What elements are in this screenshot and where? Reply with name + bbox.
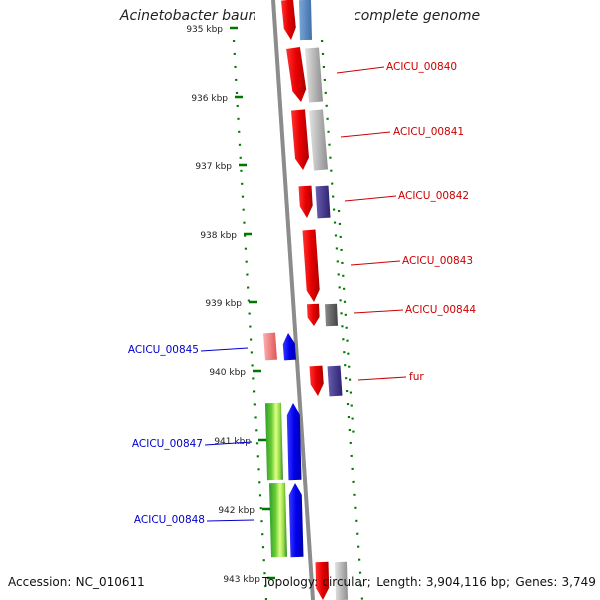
accession-value: NC_010611 [75, 575, 145, 589]
gene-label-acicu-00840: ACICU_00840 [386, 61, 457, 73]
accession-line: Accession: NC_010611 [8, 575, 145, 589]
label-leader-acicu-00843 [350, 260, 401, 266]
cds-forward [302, 229, 320, 302]
mobile-element [269, 482, 287, 558]
tick-label: 940 kbp [209, 368, 246, 378]
label-leader-acicu-00840 [336, 66, 385, 74]
gene-label-acicu-00842: ACICU_00842 [398, 190, 469, 202]
cds-reverse [282, 333, 296, 361]
tick-label: 937 kbp [195, 162, 232, 172]
gene-label-acicu-00843: ACICU_00843 [402, 255, 473, 267]
misc-feature [327, 365, 343, 397]
cds-forward [281, 0, 296, 40]
gene-label-acicu-00845: ACICU_00845 [128, 344, 199, 356]
length-value: 3,904,116 bp; [425, 575, 510, 589]
tick-label: 941 kbp [214, 437, 251, 447]
topology-label: Topology: [262, 575, 319, 589]
genome-backbone [271, 0, 315, 600]
label-leader-acicu-00841 [340, 131, 391, 138]
label-leader-acicu-00848 [206, 519, 255, 522]
cds-forward [307, 303, 320, 326]
gene-feature [305, 47, 323, 103]
tick-label: 939 kbp [205, 299, 242, 309]
gene-label-fur: fur [409, 371, 424, 383]
gene-label-acicu-00844: ACICU_00844 [405, 304, 476, 316]
label-leader-lines [200, 66, 407, 522]
cds-reverse [288, 483, 304, 558]
topology-line: Topology: circular; Length: 3,904,116 bp; Ge… [262, 575, 596, 589]
topology-value: circular; [322, 575, 371, 589]
tick-label: 938 kbp [200, 231, 237, 241]
gene-label-acicu-00841: ACICU_00841 [393, 126, 464, 138]
gene-features [263, 0, 348, 600]
label-leader-acicu-00844 [353, 309, 404, 314]
tick-label: 935 kbp [186, 25, 223, 35]
cds-reverse-pseudo [263, 332, 277, 361]
label-leader-acicu-00847 [204, 441, 253, 446]
cds-forward [309, 365, 324, 396]
cds-forward [298, 185, 313, 218]
tick-label: 936 kbp [191, 94, 228, 104]
gene-label-acicu-00848: ACICU_00848 [134, 514, 205, 526]
label-leader-fur [357, 376, 407, 381]
tick-label: 942 kbp [218, 506, 255, 516]
cds-forward [291, 109, 309, 170]
label-leader-acicu-00842 [344, 195, 397, 202]
accession-label: Accession: [8, 575, 72, 589]
gene-feature [309, 109, 328, 171]
gene-label-acicu-00847: ACICU_00847 [132, 438, 203, 450]
misc-feature [315, 185, 331, 219]
repeat-region [325, 303, 338, 327]
gene-feature [335, 561, 348, 600]
rna-feature [299, 0, 312, 41]
tick-label: 943 kbp [223, 575, 260, 585]
mobile-element [265, 402, 283, 481]
gene-labels: ACICU_00840 ACICU_00841 ACICU_00842 ACICU_0… [128, 61, 477, 526]
genes-label: Genes: [515, 575, 558, 589]
genes-value: 3,749 [561, 575, 596, 589]
length-label: Length: [376, 575, 422, 589]
label-leader-acicu-00845 [200, 347, 249, 352]
cds-forward [315, 561, 330, 600]
tick-marks: 935 kbp 936 kbp 937 kbp 938 kbp 939 kbp 940 k… [186, 25, 275, 585]
cds-reverse [286, 403, 302, 481]
cds-forward [286, 47, 307, 102]
